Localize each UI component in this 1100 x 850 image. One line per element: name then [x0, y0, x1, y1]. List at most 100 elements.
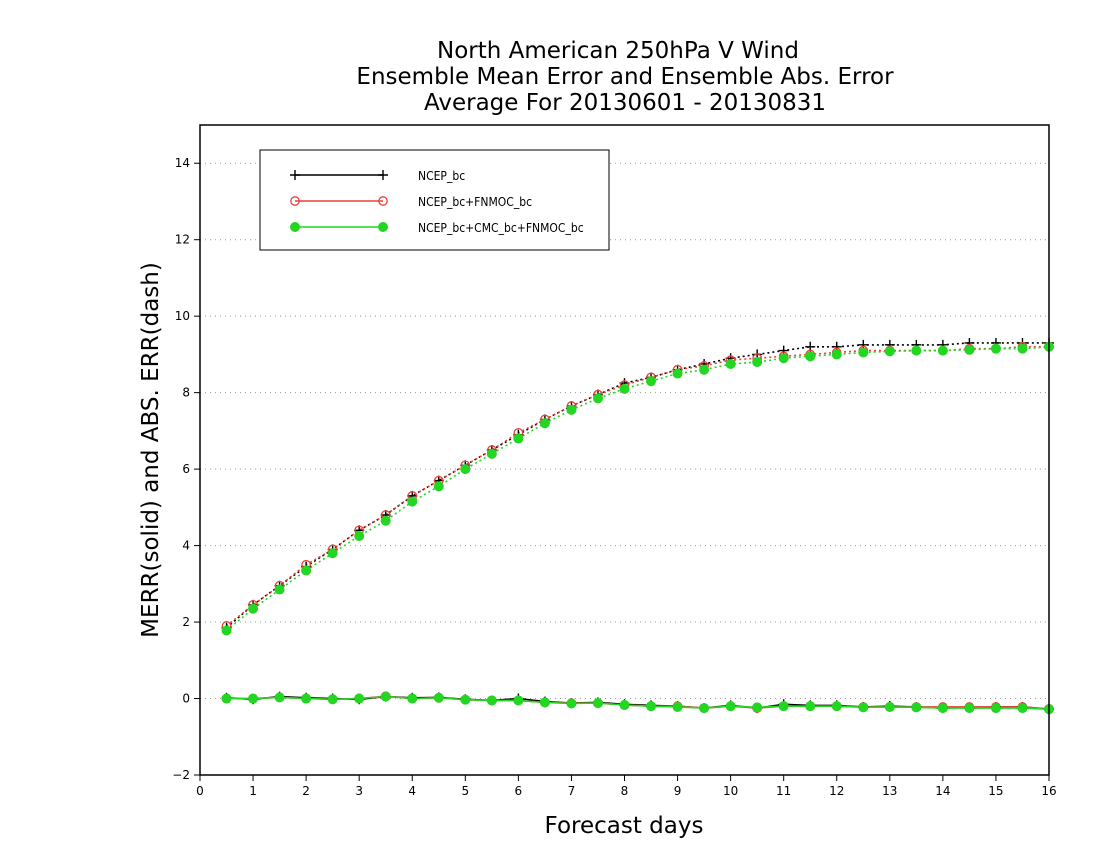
series-area	[221, 337, 1054, 715]
data-point	[380, 515, 391, 526]
y-axis-label: MERR(solid) and ABS. ERR(dash)	[138, 262, 164, 638]
x-tick-label: 12	[829, 784, 844, 798]
data-point	[619, 383, 630, 394]
data-point	[990, 703, 1001, 714]
data-point	[274, 692, 285, 703]
x-tick-label: 11	[776, 784, 791, 798]
data-point	[911, 702, 922, 713]
x-tick-label: 5	[461, 784, 469, 798]
x-tick-label: 7	[568, 784, 576, 798]
data-point	[672, 701, 683, 712]
x-tick-label: 16	[1041, 784, 1056, 798]
data-point	[672, 368, 683, 379]
data-point	[290, 170, 300, 180]
x-tick-label: 4	[408, 784, 416, 798]
legend-label: NCEP_bc+CMC_bc+FNMOC_bc	[418, 221, 584, 235]
data-point	[937, 345, 948, 356]
x-tick-label: 0	[196, 784, 204, 798]
y-tick-label: 0	[182, 692, 190, 706]
title-line-2: Ensemble Mean Error and Ensemble Abs. Er…	[356, 64, 894, 90]
data-point	[805, 701, 816, 712]
data-point	[486, 448, 497, 459]
legend-label: NCEP_bc+FNMOC_bc	[418, 195, 532, 209]
data-point	[327, 548, 338, 559]
x-tick-label: 1	[249, 784, 257, 798]
data-point	[327, 694, 338, 705]
data-point	[592, 698, 603, 709]
data-point	[290, 196, 300, 206]
x-tick-label: 2	[302, 784, 310, 798]
data-point	[725, 701, 736, 712]
y-tick-label: 14	[175, 156, 190, 170]
data-point	[566, 698, 577, 709]
data-point	[513, 695, 524, 706]
data-point	[460, 694, 471, 705]
data-point	[699, 364, 710, 375]
x-tick-label: 10	[723, 784, 738, 798]
data-point	[274, 584, 285, 595]
abs-err-line	[225, 346, 1050, 632]
data-point	[378, 170, 388, 180]
x-tick-label: 6	[515, 784, 523, 798]
data-point	[221, 625, 232, 636]
x-tick-label: 13	[882, 784, 897, 798]
data-point	[1017, 703, 1028, 714]
data-point	[752, 357, 763, 368]
x-tick-label: 8	[621, 784, 629, 798]
grid	[200, 162, 1049, 776]
x-axis-label: Forecast days	[545, 813, 704, 839]
data-point	[248, 693, 259, 704]
data-point	[378, 222, 388, 232]
data-point	[486, 695, 497, 706]
data-point	[699, 703, 710, 714]
data-point	[592, 393, 603, 404]
title-line-1: North American 250hPa V Wind	[437, 38, 799, 64]
data-point	[619, 700, 630, 711]
legend-box	[259, 149, 610, 251]
data-point	[539, 697, 550, 708]
data-point	[964, 703, 975, 714]
data-point	[884, 346, 895, 357]
data-point	[539, 418, 550, 429]
x-tick-label: 9	[674, 784, 682, 798]
data-point	[858, 347, 869, 358]
data-point	[301, 693, 312, 704]
y-tick-label: 6	[182, 462, 190, 476]
data-point	[290, 222, 300, 232]
legend: NCEP_bc NCEP_bc+FNMOC_bc NCEP_bc+CMC_bc+FN…	[259, 149, 610, 251]
x-tick-label: 15	[988, 784, 1003, 798]
data-point	[354, 693, 365, 704]
data-point	[380, 691, 391, 702]
legend-label: NCEP_bc	[418, 169, 465, 183]
data-point	[778, 701, 789, 712]
y-tick-label: 10	[175, 309, 190, 323]
chart-title: North American 250hPa V Wind Ensemble Me…	[356, 38, 894, 116]
data-point	[354, 531, 365, 542]
data-point	[646, 701, 657, 712]
data-point	[964, 344, 975, 355]
data-point	[433, 692, 444, 703]
data-point	[937, 703, 948, 714]
y-tick-label: −2	[172, 768, 190, 782]
data-point	[301, 565, 312, 576]
data-point	[378, 196, 388, 206]
data-point	[407, 496, 418, 507]
x-axis: 0 1 2 3 4 5 6 7 8 9 10 11 12 13 14 15 16	[196, 775, 1057, 798]
title-line-3: Average For 20130601 - 20130831	[424, 90, 826, 116]
data-point	[566, 404, 577, 415]
data-point	[248, 603, 259, 614]
x-tick-label: 3	[355, 784, 363, 798]
data-point	[725, 358, 736, 369]
data-point	[990, 343, 1001, 354]
data-point	[513, 433, 524, 444]
abs-err-line	[226, 345, 1049, 627]
data-point	[778, 353, 789, 364]
data-point	[646, 376, 657, 387]
data-point	[221, 693, 232, 704]
data-point	[831, 349, 842, 360]
data-point	[460, 464, 471, 475]
y-tick-label: 4	[182, 539, 190, 553]
data-point	[1017, 343, 1028, 354]
data-point	[805, 351, 816, 362]
